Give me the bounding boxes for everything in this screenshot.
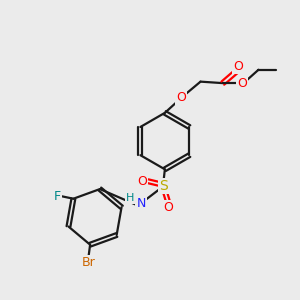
Text: F: F: [53, 190, 61, 203]
Text: H: H: [126, 193, 134, 203]
Text: Br: Br: [82, 256, 95, 269]
Text: O: O: [176, 92, 186, 104]
Text: N: N: [136, 197, 146, 210]
Text: O: O: [137, 175, 147, 188]
Text: S: S: [159, 179, 168, 193]
Text: O: O: [233, 60, 243, 73]
Text: O: O: [237, 76, 247, 90]
Text: O: O: [163, 201, 173, 214]
